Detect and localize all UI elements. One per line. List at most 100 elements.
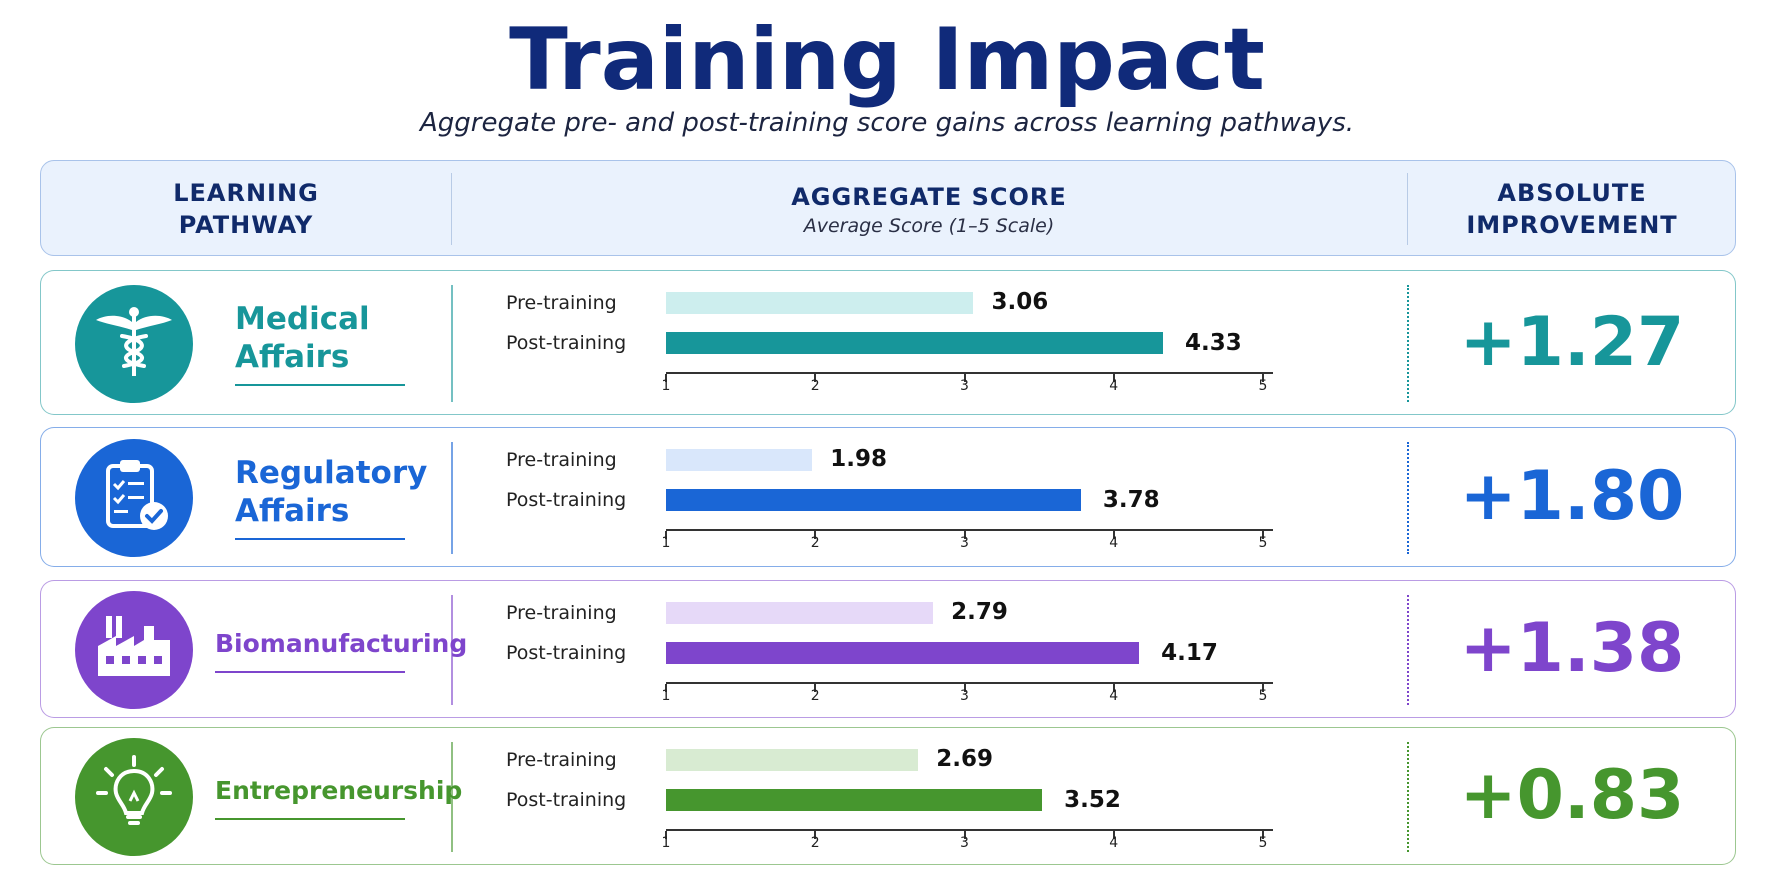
header-learning-pathway: LEARNING PATHWAY <box>41 161 451 257</box>
x-axis-tick <box>1112 831 1115 839</box>
factory-icon <box>92 606 176 694</box>
pathway-name-underline <box>235 538 405 540</box>
series-label-post: Post-training <box>506 332 627 354</box>
header-label: PATHWAY <box>178 211 314 239</box>
pathway-name-line: Biomanufacturing <box>215 629 468 658</box>
x-axis-line <box>666 372 1273 374</box>
x-axis-tick-label: 2 <box>810 378 820 394</box>
pathway-row: Medical Affairs Pre-training Post-training 3… <box>40 270 1736 415</box>
column-divider-dotted <box>1407 442 1409 554</box>
x-axis-tick <box>963 684 966 692</box>
x-axis-tick <box>814 831 817 839</box>
pathway-row: Biomanufacturing Pre-training Post-trainin… <box>40 580 1736 718</box>
pathway-name: Biomanufacturing <box>215 625 467 663</box>
post-training-value: 3.78 <box>1102 487 1160 513</box>
header-label: IMPROVEMENT <box>1466 211 1678 239</box>
series-label-pre: Pre-training <box>506 749 617 771</box>
table-header: LEARNING PATHWAY AGGREGATE SCORE Average… <box>40 160 1736 256</box>
header-label: AGGREGATE SCORE <box>791 183 1067 211</box>
pathway-row: Regulatory Affairs Pre-training Post-traini… <box>40 427 1736 567</box>
series-label-pre: Pre-training <box>506 292 617 314</box>
x-axis-tick <box>963 374 966 382</box>
lightbulb-icon-circle <box>75 738 193 856</box>
absolute-improvement-value: +1.38 <box>1459 609 1685 688</box>
pathway-name: Medical Affairs <box>235 300 370 376</box>
x-axis-tick-label: 1 <box>661 378 671 394</box>
x-axis-tick-label: 1 <box>661 688 671 704</box>
caduceus-icon-circle <box>75 284 193 403</box>
x-axis-tick-label: 3 <box>960 688 969 704</box>
pre-training-bar <box>666 602 934 624</box>
x-axis-tick-label: 5 <box>1258 535 1268 551</box>
pre-training-bar <box>666 449 813 471</box>
pre-training-value: 3.06 <box>991 289 1049 315</box>
x-axis-tick <box>1262 831 1264 839</box>
column-divider <box>451 595 453 705</box>
x-axis-tick <box>1112 374 1115 382</box>
header-divider <box>451 173 452 245</box>
header-divider <box>1407 173 1408 245</box>
series-label-pre: Pre-training <box>506 602 617 624</box>
absolute-improvement-value: +0.83 <box>1459 756 1685 835</box>
clipboard-check-icon-circle <box>75 439 193 557</box>
x-axis-tick-label: 5 <box>1258 378 1268 394</box>
pathway-name-underline <box>215 818 405 820</box>
pre-training-value: 2.69 <box>936 746 993 772</box>
x-axis-tick <box>1112 531 1115 539</box>
post-training-value: 4.33 <box>1185 330 1242 356</box>
pre-training-value: 2.79 <box>951 599 1008 625</box>
pathway-row: Entrepreneurship Pre-training Post-trainin… <box>40 727 1736 865</box>
pre-training-bar <box>666 292 974 314</box>
lightbulb-icon <box>92 753 176 841</box>
x-axis-tick <box>665 684 667 692</box>
x-axis-tick <box>963 531 966 539</box>
x-axis-line <box>666 682 1273 684</box>
pathway-name: Entrepreneurship <box>215 772 462 810</box>
header-aggregate-score: AGGREGATE SCORE Average Score (1–5 Scale… <box>451 161 1407 257</box>
pathway-name-line: Affairs <box>235 338 350 375</box>
series-label-post: Post-training <box>506 789 627 811</box>
post-training-bar <box>666 642 1140 664</box>
x-axis-tick-label: 5 <box>1258 688 1268 704</box>
pathway-name: Regulatory Affairs <box>235 454 427 530</box>
pathway-name-line: Affairs <box>235 493 350 529</box>
header-label: LEARNING <box>173 179 319 207</box>
column-divider <box>451 442 453 554</box>
column-divider-dotted <box>1407 742 1409 852</box>
x-axis-tick-label: 3 <box>960 535 969 551</box>
pathway-name-underline <box>215 671 405 673</box>
clipboard-check-icon <box>92 454 176 542</box>
post-training-bar <box>666 489 1081 511</box>
pre-training-value: 1.98 <box>830 446 887 472</box>
pathway-name-line: Medical <box>235 300 370 337</box>
x-axis-line <box>666 529 1273 531</box>
header-label: ABSOLUTE <box>1497 179 1647 207</box>
x-axis-line <box>666 829 1273 831</box>
x-axis-tick-label: 1 <box>661 835 671 851</box>
x-axis-tick <box>665 374 667 382</box>
x-axis-tick <box>963 831 966 839</box>
x-axis-tick <box>665 531 667 539</box>
x-axis-tick-label: 1 <box>661 535 671 551</box>
x-axis-tick-label: 5 <box>1258 835 1268 851</box>
x-axis-tick-label: 4 <box>1109 535 1119 551</box>
x-axis-tick <box>814 684 817 692</box>
x-axis-tick-label: 3 <box>960 378 969 394</box>
caduceus-icon <box>92 300 176 388</box>
x-axis-tick-label: 2 <box>810 535 820 551</box>
pathway-name-line: Regulatory <box>235 455 428 491</box>
series-label-post: Post-training <box>506 642 627 664</box>
x-axis-tick-label: 2 <box>810 835 820 851</box>
column-divider-dotted <box>1407 285 1409 402</box>
page-subtitle: Aggregate pre- and post-training score g… <box>419 108 1355 138</box>
x-axis-tick <box>1112 684 1115 692</box>
column-divider <box>451 742 453 852</box>
absolute-improvement-value: +1.27 <box>1459 302 1685 382</box>
page-title: Training Impact <box>509 10 1265 110</box>
x-axis-tick-label: 4 <box>1109 378 1119 394</box>
x-axis-tick-label: 4 <box>1109 688 1119 704</box>
post-training-value: 4.17 <box>1161 640 1218 666</box>
post-training-bar <box>666 332 1163 354</box>
series-label-pre: Pre-training <box>506 449 617 471</box>
pathway-name-underline <box>235 383 405 386</box>
